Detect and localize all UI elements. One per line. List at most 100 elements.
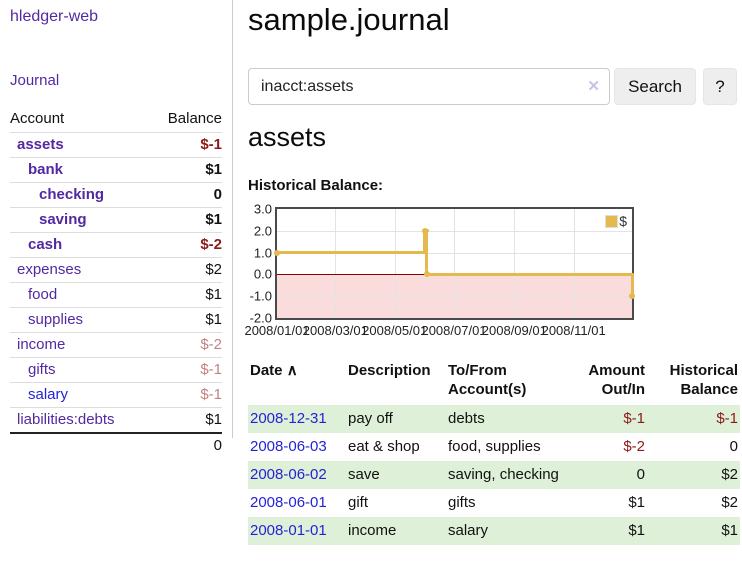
app-brand-link[interactable]: hledger-web <box>10 8 99 25</box>
chart-title: Historical Balance: <box>248 177 384 194</box>
account-link[interactable]: saving <box>39 211 87 228</box>
series-line-segment <box>277 251 427 255</box>
transaction-date-cell: 2008-06-03 <box>248 438 348 456</box>
historical-balance-chart: $ 3.0 2.0 1.0 0.0 -1.0 -2.0 2008/01/01 2008/03/… <box>244 202 740 344</box>
account-row: saving $1 <box>10 207 222 232</box>
x-axis-tick-label: 2008/09/01 <box>481 323 547 338</box>
data-point-marker <box>274 249 280 256</box>
data-point-marker <box>423 271 430 278</box>
sidebar: hledger-web Journal Account Balance asse… <box>0 0 233 454</box>
accounts-table-header: Account Balance <box>10 106 222 132</box>
transactions-table: Date ∧ Description To/From Account(s) Amo… <box>248 359 740 545</box>
account-row: cash $-2 <box>10 232 222 257</box>
account-balance: $-2 <box>200 336 222 353</box>
account-row: income $-2 <box>10 332 222 357</box>
x-axis-tick-label: 2008/07/01 <box>421 323 487 338</box>
account-link[interactable]: checking <box>39 186 105 203</box>
account-link[interactable]: supplies <box>28 311 84 328</box>
transaction-date-link[interactable]: 2008-06-01 <box>250 494 327 511</box>
data-point-marker <box>421 227 428 234</box>
account-row: checking 0 <box>10 182 222 207</box>
y-axis-tick-label: -1.0 <box>249 288 272 304</box>
account-balance: $1 <box>205 211 222 228</box>
account-row: expenses $2 <box>10 257 222 282</box>
transaction-row: 2008-06-02 save saving, checking 0 $2 <box>248 461 740 489</box>
date-column-header[interactable]: Date ∧ <box>250 362 298 379</box>
transaction-date-cell: 2008-01-01 <box>248 522 348 540</box>
account-heading: assets <box>248 122 327 152</box>
account-balance: $2 <box>205 261 222 278</box>
transactions-rows: 2008-12-31 pay off debts $-1 $-1 2008-06… <box>248 405 740 545</box>
account-link[interactable]: income <box>17 336 66 353</box>
account-link[interactable]: gifts <box>28 361 56 378</box>
legend-label: $ <box>619 213 627 229</box>
transaction-date-link[interactable]: 2008-01-01 <box>250 522 327 539</box>
transaction-date-cell: 2008-12-31 <box>248 410 348 428</box>
transaction-description-cell: eat & shop <box>348 438 420 455</box>
account-row: liabilities:debts $1 <box>10 407 222 432</box>
chart-gridline <box>454 209 455 318</box>
chart-gridline <box>514 209 516 318</box>
series-line-segment <box>425 230 429 275</box>
account-row: food $1 <box>10 282 222 307</box>
series-line-segment <box>426 272 634 276</box>
accounts-column-header-main: To/From Account(s) <box>448 362 527 398</box>
transaction-balance-cell: $2 <box>721 466 738 483</box>
transaction-description-cell: save <box>348 466 380 483</box>
transaction-accounts-cell: gifts <box>448 494 476 511</box>
account-link[interactable]: cash <box>28 236 63 253</box>
sidebar-item-journal[interactable]: Journal <box>10 72 60 89</box>
account-link[interactable]: liabilities:debts <box>17 411 115 428</box>
account-link[interactable]: salary <box>28 386 69 403</box>
clear-search-icon[interactable]: ✕ <box>587 78 600 95</box>
amount-column-header: Amount Out/In <box>588 362 645 398</box>
x-axis-tick-label: 2008/11/01 <box>541 323 606 338</box>
transaction-date-cell: 2008-06-02 <box>248 466 348 484</box>
search-bar: ✕ Search ? <box>248 68 740 106</box>
accounts-column-header: Account <box>10 110 65 127</box>
transaction-accounts-cell: saving, checking <box>448 466 559 483</box>
account-balance: $1 <box>205 411 222 428</box>
transaction-balance-cell: $-1 <box>716 410 738 427</box>
account-balance: 0 <box>213 186 222 203</box>
account-balance: $-1 <box>200 361 222 378</box>
account-balance: $1 <box>205 286 222 303</box>
transaction-description-cell: pay off <box>348 410 393 427</box>
chart-gridline <box>573 209 575 318</box>
search-input[interactable] <box>248 68 610 105</box>
x-axis-tick-label: 2008/01/01 <box>244 323 310 338</box>
transaction-accounts-cell: debts <box>448 410 485 427</box>
series-line-segment <box>630 274 634 297</box>
transaction-amount-cell: $-1 <box>623 410 645 427</box>
account-balance: $1 <box>205 311 222 328</box>
transaction-balance-cell: 0 <box>729 438 738 455</box>
account-link[interactable]: food <box>28 286 58 303</box>
series-line-segment <box>423 230 427 253</box>
help-button[interactable]: ? <box>703 68 737 105</box>
legend-swatch <box>605 214 619 228</box>
y-axis-tick-label: 1.0 <box>253 245 272 261</box>
search-button[interactable]: Search <box>614 68 696 105</box>
account-link[interactable]: expenses <box>17 261 82 278</box>
transaction-amount-cell: 0 <box>636 466 645 483</box>
account-link[interactable]: assets <box>17 136 64 153</box>
y-axis-tick-label: -2.0 <box>249 310 272 326</box>
transaction-description-cell: income <box>348 522 397 539</box>
y-axis-tick-label: 0.0 <box>253 266 272 282</box>
sort-ascending-icon: ∧ <box>286 362 298 379</box>
account-row: supplies $1 <box>10 307 222 332</box>
transaction-date-link[interactable]: 2008-06-03 <box>250 438 327 455</box>
balance-column-header: Balance <box>167 110 222 127</box>
transaction-date-link[interactable]: 2008-12-31 <box>250 410 327 427</box>
transaction-amount-cell: $1 <box>628 494 645 511</box>
transaction-accounts-cell: salary <box>448 522 489 539</box>
account-link[interactable]: bank <box>28 161 64 178</box>
transaction-date-link[interactable]: 2008-06-02 <box>250 466 327 483</box>
search-input-wrap: ✕ <box>248 68 610 105</box>
account-row: assets $-1 <box>10 132 222 157</box>
account-row: bank $1 <box>10 157 222 182</box>
account-balance: $-1 <box>200 386 222 403</box>
transaction-row: 2008-06-01 gift gifts $1 $2 <box>248 489 740 517</box>
chart-gridline <box>277 296 632 298</box>
transaction-description-cell: gift <box>348 494 369 511</box>
